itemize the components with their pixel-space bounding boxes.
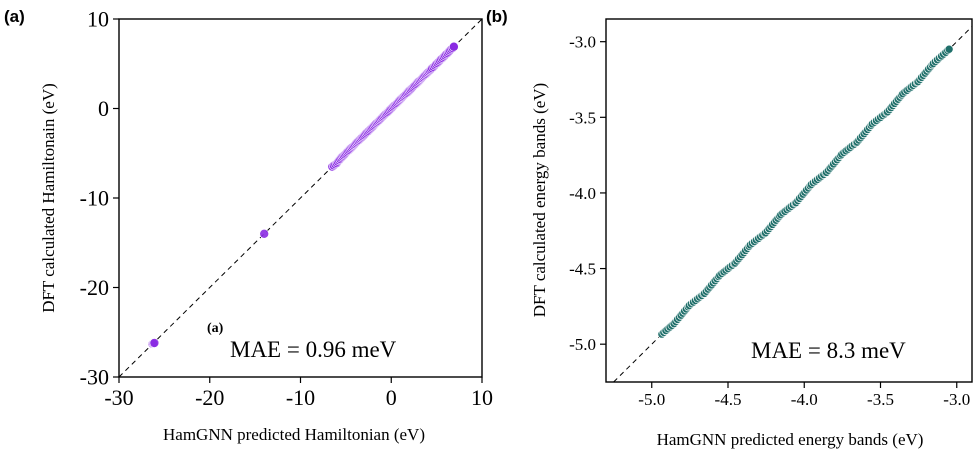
panel-b-x-tick-label: -5.0 (638, 390, 665, 409)
panel-a-x-tick-label: 10 (471, 385, 493, 410)
panel-a-ticks: -30 -20 -10 0 10 -30 -20 -10 0 10 (80, 7, 493, 410)
panel-a-y-tick-label: -30 (80, 365, 109, 390)
panel-b-y-tick-label: -4.5 (569, 260, 596, 279)
panel-a-x-tick-label: -20 (195, 385, 224, 410)
panel-a-x-tick-label: 0 (386, 385, 397, 410)
panel-a-x-tick-label: -10 (286, 385, 315, 410)
panel-b-x-tick-label: -3.5 (867, 390, 894, 409)
panel-a-x-axis-label: HamGNN predicted Hamiltonian (eV) (163, 425, 425, 444)
panel-b-y-tick-label: -3.0 (569, 33, 596, 52)
panel-b-x-tick-label: -4.5 (715, 390, 742, 409)
panel-a-x-tick-label: -30 (104, 385, 133, 410)
panel-a-y-tick-label: 10 (87, 7, 109, 32)
panel-b-x-tick-label: -4.0 (791, 390, 818, 409)
panel-b-x-axis-label: HamGNN predicted energy bands (eV) (657, 430, 924, 449)
panel-b-plot-frame (605, 18, 973, 383)
panel-b-y-tick-label: -5.0 (569, 335, 596, 354)
panel-a-y-tick-label: -10 (80, 186, 109, 211)
panel-b-mae-annotation: MAE = 8.3 meV (751, 338, 906, 363)
panel-a-y-axis-label: DFT calculated Hamiltonain (eV) (39, 83, 58, 313)
panel-b-label: (b) (486, 7, 508, 26)
panel-b-data-point (944, 44, 954, 54)
panel-b-ticks: -5.0 -4.5 -4.0 -3.5 -3.0 -5.0 -4.5 -4.0 -3.5 -3.0 (569, 33, 970, 409)
panel-a-inner-label: (a) (207, 321, 224, 336)
panel-b-y-tick-label: -3.5 (569, 108, 596, 127)
panel-b-y-axis-label: DFT calculated energy bands (eV) (530, 83, 549, 317)
panel-a-data-point (259, 229, 270, 239)
panel-a-y-tick-label: 0 (98, 96, 109, 121)
panel-a-data-point (149, 338, 160, 348)
panel-a-points (147, 41, 459, 349)
panel-a-label: (a) (4, 7, 25, 26)
panel-a-y-tick-label: -20 (80, 275, 109, 300)
panel-a-data-point (449, 41, 459, 52)
panel-b-y-tick-label: -4.0 (569, 184, 596, 203)
panel-b-points (657, 44, 954, 339)
panel-a-mae-annotation: MAE = 0.96 meV (230, 337, 397, 362)
panel-b: (b) -5.0 -4.5 -4.0 -3.5 -3.0 -5.0 -4.5 -4.0 -3.5… (486, 7, 973, 449)
panel-a: (a) -30 -20 -10 0 10 -30 -20 -10 0 10 (a) MAE = 0… (4, 7, 493, 444)
panel-b-x-tick-label: -3.0 (943, 390, 970, 409)
